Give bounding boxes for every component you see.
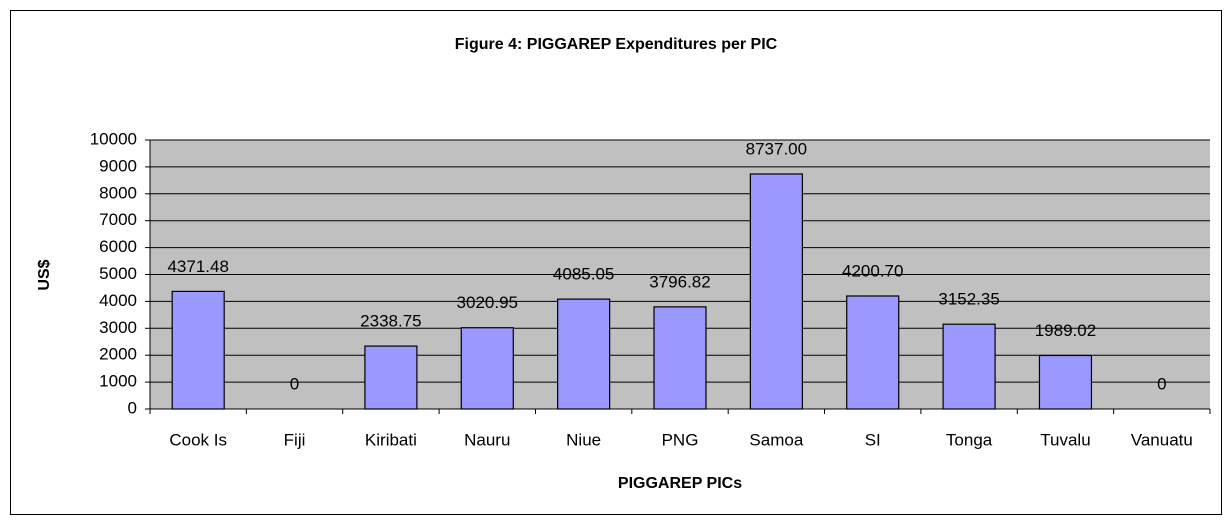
bar	[171, 290, 225, 410]
data-label: 1989.02	[1035, 321, 1096, 340]
bar	[557, 298, 611, 410]
data-label: 3020.95	[457, 293, 518, 312]
y-tick-label: 10000	[90, 129, 137, 148]
bar	[1038, 354, 1093, 410]
y-tick-label: 7000	[99, 210, 137, 229]
bar	[942, 323, 996, 410]
y-tick-label: 2000	[99, 345, 137, 364]
bar	[460, 327, 514, 410]
y-tick-label: 9000	[99, 156, 137, 175]
bar	[364, 345, 418, 410]
y-tick-label: 1000	[99, 372, 137, 391]
bar	[749, 173, 803, 410]
y-tick-label: 4000	[99, 291, 137, 310]
data-label: 3152.35	[938, 290, 999, 309]
data-label: 0	[1157, 374, 1166, 393]
data-label: 8737.00	[746, 139, 807, 158]
data-label: 4085.05	[553, 265, 614, 284]
bar	[846, 295, 900, 410]
x-tick-label: Kiribati	[365, 430, 417, 449]
x-tick-label: Tuvalu	[1040, 430, 1090, 449]
data-label: 4371.48	[167, 257, 228, 276]
x-tick-label: Nauru	[464, 430, 510, 449]
x-axis-label: PIGGAREP PICs	[618, 475, 742, 492]
data-label: 4200.70	[842, 261, 903, 280]
x-tick-label: Niue	[566, 430, 601, 449]
data-label: 0	[290, 374, 299, 393]
x-tick-label: Vanuatu	[1131, 430, 1193, 449]
bar	[653, 306, 707, 410]
y-tick-label: 6000	[99, 237, 137, 256]
x-tick-label: Samoa	[749, 430, 803, 449]
y-tick-label: 8000	[99, 183, 137, 202]
x-tick-label: Tonga	[946, 430, 993, 449]
x-tick-label: Cook Is	[169, 430, 227, 449]
x-tick-label: Fiji	[284, 430, 306, 449]
y-axis-label: US$	[36, 259, 53, 290]
y-tick-label: 3000	[99, 318, 137, 337]
x-tick-label: SI	[865, 430, 881, 449]
y-tick-label: 5000	[99, 264, 137, 283]
x-tick-label: PNG	[662, 430, 699, 449]
y-tick-label: 0	[128, 398, 137, 417]
data-label: 2338.75	[360, 312, 421, 331]
chart-title: Figure 4: PIGGAREP Expenditures per PIC	[455, 36, 778, 53]
data-label: 3796.82	[649, 272, 710, 291]
